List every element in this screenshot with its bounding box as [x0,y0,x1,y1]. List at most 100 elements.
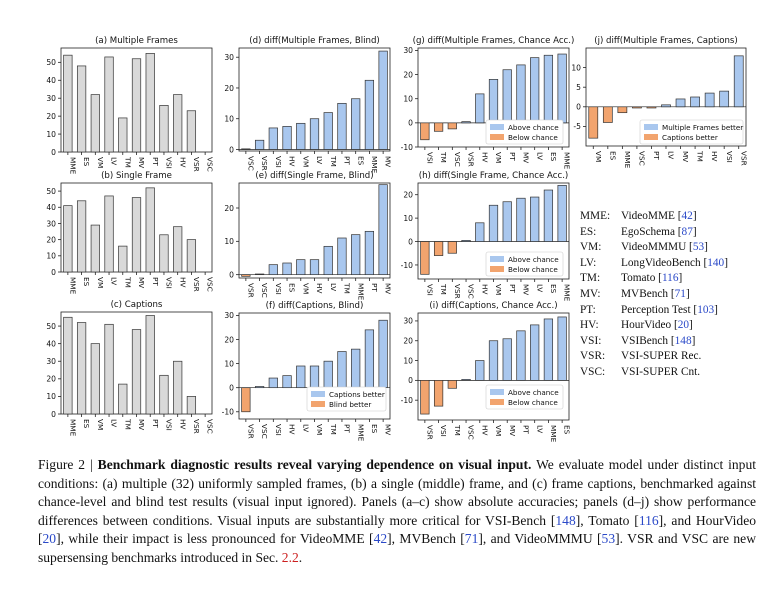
x-tick-label: VSC [260,283,269,298]
x-tick-label: ES [82,277,91,287]
bar [309,259,320,276]
benchmark-name-cell: VSIBench [148] [621,334,728,350]
x-tick-label: PT [508,284,517,293]
benchmark-name: VideoMMMU [ [621,241,693,254]
x-tick-label: VSI [165,157,174,169]
bar [63,316,73,415]
x-tick-label: VM [96,277,105,288]
benchmark-name: EgoSchema [ [621,225,682,238]
citation-link[interactable]: 53 [601,531,616,546]
x-tick-label: ES [563,425,572,435]
bar [543,189,554,242]
citation-link[interactable]: 53 [692,241,705,254]
bar [351,234,361,276]
x-tick-label: VM [301,156,310,167]
chart-title: (i) diff(Captions, Chance Acc.) [429,301,557,311]
bar [378,184,388,276]
x-tick-label: MV [137,157,146,168]
chart-panel-c: (c) Captions 0 10 20 30 40 50 MME ES VM LV TM MV PT VS… [46,300,214,437]
y-tick-label: 0 [229,383,234,392]
bracket: ] [678,272,683,285]
citation-link[interactable]: 71 [674,287,686,300]
legend-table-row: ES: EgoSchema [87] [580,225,728,241]
x-tick-label: VSC [206,157,215,172]
bar [516,197,526,242]
bar [433,380,444,407]
x-tick-label: MV [508,425,517,436]
x-tick-label: LV [110,277,119,285]
legend-table-row: PT: Perception Test [103] [580,303,728,319]
bracket: ] [685,287,690,300]
bar [530,57,540,124]
bar [420,241,430,275]
bar [145,53,155,153]
x-tick-label: VSC [246,156,255,171]
bracket: ] [692,210,697,222]
citation-link[interactable]: 103 [697,303,715,316]
y-tick-label: 30 [46,357,56,366]
citation-link[interactable]: 140 [707,256,725,269]
bar [173,360,183,415]
bar [661,104,671,108]
bar [90,343,100,415]
bar [557,53,567,124]
bar [268,377,278,389]
citation-link[interactable]: 20 [677,319,690,332]
caption-title: Benchmark diagnostic results reveal vary… [97,457,532,472]
x-tick-label: LV [667,151,676,159]
x-tick-label: ES [82,419,91,429]
chart-title: (h) diff(Single Frame, Chance Acc.) [419,171,569,181]
citation-link[interactable]: 71 [464,531,479,546]
x-tick-label: VSC [206,419,215,434]
legend-label: Below chance [508,398,558,407]
y-tick-label: 10 [403,214,413,223]
bar [254,386,265,389]
bar [704,92,715,108]
citation-link[interactable]: 20 [42,531,57,546]
y-tick-label: -10 [401,396,414,405]
citation-link[interactable]: 42 [681,210,693,222]
legend-label: Captions better [662,133,718,142]
bar [351,98,361,150]
bar [447,380,457,389]
x-tick-label: VSI [274,424,283,436]
citation-link[interactable]: 116 [661,272,679,285]
y-tick-label: 10 [224,115,234,124]
benchmark-name-cell: Perception Test [103] [621,303,728,319]
x-tick-label: VM [494,284,503,295]
y-tick-label: 50 [46,58,56,67]
benchmark-name-cell: VideoMMMU [53] [621,240,728,256]
citation-link[interactable]: 148 [555,512,576,528]
bar [104,56,114,153]
x-tick-label: VM [494,425,503,436]
x-tick-label: ES [356,156,365,166]
bar [690,96,700,108]
legend-swatch [644,124,658,130]
x-tick-label: VSC [453,152,462,167]
bracket: ] [692,225,697,238]
bar [76,322,87,415]
x-tick-label: MME [356,283,365,301]
bar [378,319,388,389]
legend-swatch [311,391,325,397]
benchmark-abbr: VSC: [580,365,606,378]
legend-table-row: HV: HourVideo [20] [580,318,728,334]
y-tick-label: 20 [224,204,234,213]
x-tick-label: VSI [425,152,434,164]
bar [488,340,499,381]
citation-link[interactable]: 148 [674,334,692,347]
y-tick-label: 5 [576,83,581,92]
bar [90,94,100,153]
citation-link[interactable]: 116 [638,512,659,528]
x-tick-label: VSI [274,156,283,168]
section-link[interactable]: 2.2 [281,549,299,565]
bar [186,110,197,153]
x-tick-label: LV [535,152,544,160]
citation-link[interactable]: 42 [373,531,388,546]
citation-link[interactable]: 87 [681,225,693,238]
bar [323,112,333,150]
bar [118,117,128,153]
x-tick-label: ES [608,151,617,161]
bar [733,55,744,108]
y-tick-label: 10 [46,392,56,401]
